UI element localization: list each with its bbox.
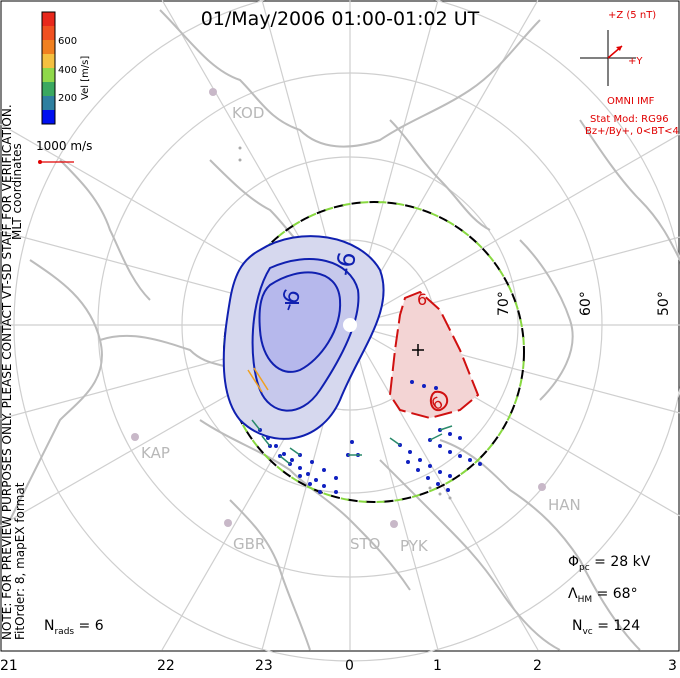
site-label-kod: KOD <box>232 104 265 122</box>
site-label-sto: STO <box>350 535 381 553</box>
mlt-tick-22: 22 <box>157 658 175 674</box>
colorbar-title: Vel [m/s] <box>80 55 91 100</box>
site-label-gbr: GBR <box>233 535 266 553</box>
mlt-tick-0: 0 <box>345 658 354 674</box>
plot-border <box>0 0 680 652</box>
colorbar-tick-200: 200 <box>58 93 78 104</box>
lat-label-50: 50° <box>656 291 672 316</box>
lat-label-60: 60° <box>578 291 594 316</box>
stat-hm-boundary: ΛHM = 68° <box>568 586 638 605</box>
vector-scale-label: 1000 m/s <box>36 139 93 153</box>
radar-markers <box>131 88 546 528</box>
mlt-tick-1: 1 <box>433 658 442 674</box>
vector-scale <box>38 160 74 164</box>
velocity-colorbar <box>41 11 56 125</box>
mlt-tick-23: 23 <box>255 658 273 674</box>
contour-label-neg-outer: -6 <box>330 249 362 279</box>
imf-source: OMNI IMF <box>607 96 655 107</box>
velocity-vectors <box>238 146 482 500</box>
map-title: 01/May/2006 01:00-01:02 UT <box>200 8 480 30</box>
stat-cross-polar-potential: Φpc = 28 kV <box>568 554 651 573</box>
negative-cell <box>222 235 385 440</box>
lat-label-70: 70° <box>496 291 512 316</box>
preview-note: NOTE: FOR PREVIEW PURPOSES ONLY. PLEASE … <box>0 104 14 640</box>
fit-order-note: FitOrder: 8, mapEX format <box>13 482 27 640</box>
mlt-tick-2: 2 <box>533 658 542 674</box>
imf-dial <box>580 30 636 86</box>
colorbar-tick-600: 600 <box>58 36 78 47</box>
imf-z-label: +Z (5 nT) <box>608 10 657 21</box>
imf-model: Stat Mod: RG96 <box>590 114 669 125</box>
colorbar-tick-400: 400 <box>58 65 78 76</box>
mlt-tick-3: 3 <box>668 658 677 674</box>
imf-y-label: +Y <box>628 56 643 67</box>
contour-label-pos-top: 6 <box>417 290 428 309</box>
positive-cell <box>388 290 480 420</box>
site-label-kap: KAP <box>141 444 170 462</box>
imf-condition: Bz+/By+, 0<BT<4 <box>585 126 679 137</box>
site-label-pyk: PYK <box>400 537 428 555</box>
site-label-han: HAN <box>548 496 581 514</box>
pole-marker <box>343 318 357 332</box>
mlt-tick-21: 21 <box>0 658 18 674</box>
stat-vector-count: Nvc = 124 <box>572 618 641 637</box>
stat-radar-count: Nrads = 6 <box>44 618 104 637</box>
